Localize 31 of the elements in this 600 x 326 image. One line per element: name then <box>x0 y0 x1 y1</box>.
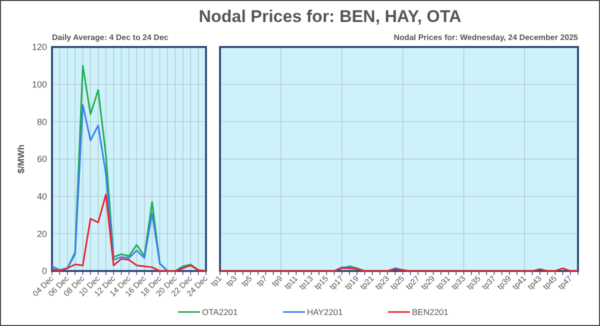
x-tick-label: tp39 <box>495 274 514 292</box>
y-axis-title: $/MWh <box>16 144 26 174</box>
y-tick-label: 80 <box>36 116 47 127</box>
legend-label: BEN2201 <box>412 306 449 317</box>
x-tick-label: tp11 <box>282 274 300 291</box>
legend-label: OTA2201 <box>202 306 238 317</box>
x-tick-label: tp29 <box>419 274 438 292</box>
x-tick-label: tp43 <box>526 274 544 292</box>
x-tick-label: tp13 <box>297 274 316 292</box>
chart-subtitle: Daily Average: 4 Dec to 24 Dec <box>52 33 169 42</box>
x-tick-label: tp7 <box>254 274 270 288</box>
y-tick-label: 100 <box>32 79 47 90</box>
x-tick-label: tp33 <box>450 274 468 292</box>
y-tick-label: 20 <box>36 228 47 239</box>
legend-label: HAY2201 <box>307 306 344 317</box>
x-tick-label: tp41 <box>510 274 528 292</box>
x-tick-label: tp9 <box>270 274 285 288</box>
x-tick-label: tp3 <box>224 274 240 288</box>
chart-subtitle: Nodal Prices for: Wednesday, 24 December 2025 <box>394 33 579 42</box>
x-tick-label: tp21 <box>358 274 376 292</box>
x-tick-label: tp19 <box>343 274 361 292</box>
y-tick-label: 120 <box>32 42 47 52</box>
x-tick-label: tp5 <box>240 274 254 288</box>
x-tick-label: tp1 <box>209 274 224 288</box>
y-tick-label: 60 <box>36 154 47 164</box>
line-series <box>51 194 207 272</box>
y-tick-label: 0 <box>42 266 47 276</box>
chart-title: Nodal Prices for: BEN, HAY, OTA <box>198 7 462 26</box>
y-tick-label: 40 <box>36 191 47 202</box>
x-tick-label: tp23 <box>374 274 392 292</box>
x-tick-label: tp31 <box>434 274 452 292</box>
